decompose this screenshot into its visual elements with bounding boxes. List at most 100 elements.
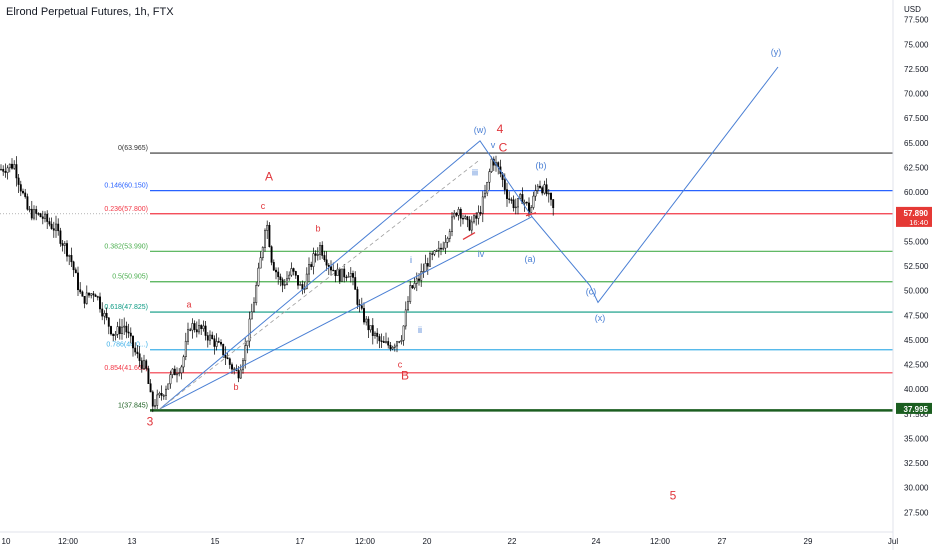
candle-body (552, 199, 555, 209)
candle-body (173, 368, 176, 376)
candle-body (308, 264, 310, 275)
candle-body (292, 268, 295, 272)
candle-body (96, 296, 99, 298)
fib-level-label: 1(37.845) (118, 402, 148, 409)
candle-body (28, 208, 31, 211)
candle-body (220, 342, 222, 345)
candle-body (105, 312, 108, 319)
wave-line-2 (159, 66, 779, 410)
wave-label-red: A (265, 169, 273, 183)
low-price-badge: 37.995 (904, 405, 929, 414)
candle-body (314, 253, 317, 256)
time-tick-label: 10 (2, 537, 11, 546)
candle-body (279, 276, 282, 280)
candle-body (356, 289, 359, 305)
candle-body (330, 266, 332, 271)
candle-body (371, 325, 374, 336)
candle-body (8, 163, 11, 169)
candle-body (237, 370, 240, 379)
time-tick-label: 24 (592, 537, 601, 546)
candle-body (202, 325, 205, 329)
candle-body (316, 254, 319, 256)
candle-body (264, 230, 266, 248)
price-tick-label: 62.500 (904, 163, 929, 172)
candle-body (88, 292, 90, 296)
candle-body (433, 250, 436, 255)
candle-body (165, 388, 167, 396)
candle-body (341, 268, 343, 282)
candle-body (468, 219, 471, 231)
candle-body (107, 317, 110, 327)
candle-body (160, 392, 163, 396)
price-tick-label: 47.500 (904, 311, 929, 320)
candle-body (411, 285, 414, 289)
candle-body (389, 344, 392, 350)
candle-body (286, 278, 288, 285)
wave-label-red: b (233, 382, 238, 392)
time-tick-label: 20 (423, 537, 432, 546)
candle-body (99, 296, 101, 310)
candle-body (517, 198, 519, 208)
fib-level-label: 0.5(50.905) (112, 274, 148, 281)
candle-body (50, 223, 53, 229)
wave-label-red: C (499, 141, 508, 155)
candle-body (206, 335, 209, 341)
candle-body (158, 392, 161, 396)
price-tick-label: 40.000 (904, 385, 929, 394)
candle-body (204, 325, 207, 336)
candle-body (297, 275, 299, 286)
candle-body (545, 184, 548, 195)
candle-body (167, 383, 170, 390)
candle-body (303, 288, 306, 290)
candle-body (378, 336, 381, 342)
candle-body (457, 209, 460, 216)
wave-label-red: b (315, 224, 320, 234)
fibonacci-retracement[interactable]: 0(63.965) 0.146(60.150) 0.236(57.800) 0.382… (0, 145, 893, 412)
candle-body (360, 305, 363, 309)
candle-body (57, 223, 60, 232)
candle-body (44, 213, 46, 219)
candle-body (536, 185, 539, 191)
candle-body (184, 340, 187, 357)
candle-body (543, 184, 546, 194)
candle-body (248, 318, 251, 342)
candle-body (41, 216, 44, 219)
candle-body (422, 271, 425, 273)
candle-body (448, 231, 451, 239)
candle-body (11, 163, 13, 169)
candle-body (39, 213, 42, 218)
candle-body (259, 257, 262, 269)
candle-body (209, 334, 211, 341)
price-tick-label: 37.500 (904, 410, 929, 419)
candle-body (466, 216, 469, 221)
candle-body (345, 276, 348, 279)
candle-body (255, 285, 258, 303)
candle-body (455, 212, 458, 216)
candle-body (435, 250, 438, 252)
candle-body (261, 247, 264, 258)
candle-body (407, 301, 409, 311)
time-tick-label: 13 (128, 537, 137, 546)
candle-body (400, 340, 403, 342)
price-tick-label: 77.500 (904, 16, 929, 25)
wave-projection-lines[interactable] (159, 66, 779, 410)
fib-level-label: 0.236(57.800) (104, 206, 148, 213)
candle-body (151, 391, 154, 407)
wave-label-blue: ii (418, 325, 422, 335)
candle-body (367, 318, 370, 331)
candle-body (475, 215, 478, 219)
candle-body (215, 341, 218, 347)
candle-body (444, 242, 447, 249)
time-tick-label: Jul (888, 537, 898, 546)
candle-body (35, 209, 38, 214)
wave-label-blue: (x) (595, 313, 606, 323)
candle-body (55, 223, 57, 231)
price-axis[interactable]: USD 77.500 75.000 72.500 70.000 67.500 65.000… (892, 0, 929, 550)
candle-body (415, 278, 418, 284)
time-axis[interactable]: 10 12:00 13 15 17 12:00 20 22 24 12:00 27 29 Jul (0, 531, 898, 546)
time-tick-label: 27 (718, 537, 727, 546)
candle-body (541, 187, 544, 194)
